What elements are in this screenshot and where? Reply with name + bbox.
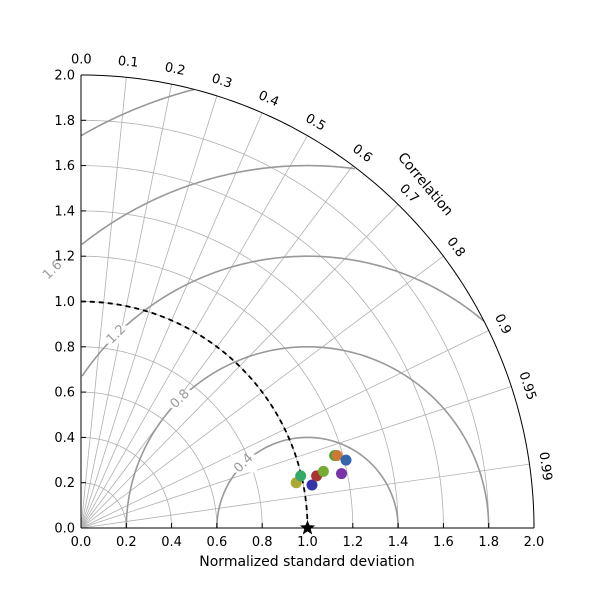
- correlation-tick-label: 0.3: [210, 71, 234, 92]
- reference-star-marker: [299, 520, 316, 535]
- rms-label-bg: [39, 261, 66, 280]
- std-grid-arc: [80, 165, 444, 529]
- data-point: [340, 454, 352, 466]
- y-tick-label: 1.8: [54, 114, 75, 129]
- tick-labels: 0.0 0.1 0.20.30.40.50.60.70.80.90.950.990.…: [54, 52, 554, 550]
- data-points: [290, 450, 352, 535]
- x-tick-label: 1.0: [297, 535, 318, 550]
- x-axis-label: Normalized standard deviation: [199, 554, 414, 570]
- correlation-tick-label: 0.2: [163, 60, 186, 79]
- y-tick-label: 1.0: [54, 295, 75, 310]
- correlation-tick-label: 0.9: [491, 312, 514, 337]
- rms-contour: [80, 88, 195, 137]
- y-tick-label: 0.8: [54, 340, 75, 355]
- x-tick-label: 0.6: [207, 535, 228, 550]
- data-point: [317, 465, 329, 477]
- y-tick-label: 1.6: [54, 159, 75, 174]
- x-tick-label: 1.2: [342, 535, 363, 550]
- std-grid-arc: [81, 482, 127, 528]
- x-tick-label: 2.0: [524, 535, 545, 550]
- rms-contour: [81, 164, 355, 246]
- correlation-tick-label: 0.4: [256, 88, 281, 110]
- y-tick-label: 1.4: [54, 204, 75, 219]
- x-tick-label: 1.4: [388, 535, 409, 550]
- correlation-ray: [80, 463, 530, 529]
- rms-label-bg: [0, 196, 3, 215]
- x-tick-label: 0.4: [161, 535, 182, 550]
- data-point: [331, 450, 343, 461]
- correlation-tick-label: 0.99: [536, 451, 555, 482]
- correlation-tick-label: 0.1: [117, 54, 139, 71]
- std-grid-arc: [80, 119, 490, 529]
- rms-contour: [125, 345, 490, 529]
- x-tick-label: 0.0: [71, 535, 92, 550]
- y-tick-label: 0.6: [54, 386, 75, 401]
- data-point: [306, 479, 318, 491]
- outer-arc: [80, 74, 535, 529]
- rms-label-bg: [230, 454, 257, 473]
- data-point: [336, 468, 347, 480]
- std-grid-arc: [80, 210, 399, 529]
- x-tick-label: 0.2: [116, 535, 137, 550]
- std-grid-arc: [80, 391, 218, 529]
- std-grid-arc: [80, 346, 263, 529]
- correlation-tick-label: 0.6: [349, 142, 375, 166]
- rms-contour: [216, 436, 399, 529]
- correlation-tick-label: 0.8: [443, 235, 467, 261]
- std-grid-arc: [80, 437, 172, 529]
- correlation-ray: [80, 386, 512, 529]
- y-tick-label: 0.0: [54, 522, 75, 537]
- correlation-tick-label: 0.0: [71, 52, 92, 67]
- rms-label-bg: [167, 390, 194, 409]
- x-tick-label: 1.8: [478, 535, 499, 550]
- y-tick-label: 2.0: [54, 69, 75, 84]
- data-point: [295, 470, 307, 482]
- rms-contour: [81, 255, 485, 377]
- y-tick-label: 1.2: [54, 250, 75, 265]
- chart-frame: [80, 74, 535, 529]
- correlation-grid: [80, 75, 530, 529]
- std-grid-arc: [80, 301, 308, 529]
- x-tick-label: 1.6: [433, 535, 454, 550]
- x-tick-label: 0.8: [252, 535, 273, 550]
- y-tick-label: 0.2: [54, 476, 75, 491]
- rms-label-bg: [103, 325, 130, 344]
- rms-contours: 0.40.81.21.62.0: [0, 88, 490, 529]
- correlation-tick-label: 0.5: [303, 111, 328, 134]
- correlation-tick-label: 0.95: [515, 370, 538, 402]
- y-tick-label: 0.4: [54, 431, 75, 446]
- correlation-ray: [80, 95, 218, 529]
